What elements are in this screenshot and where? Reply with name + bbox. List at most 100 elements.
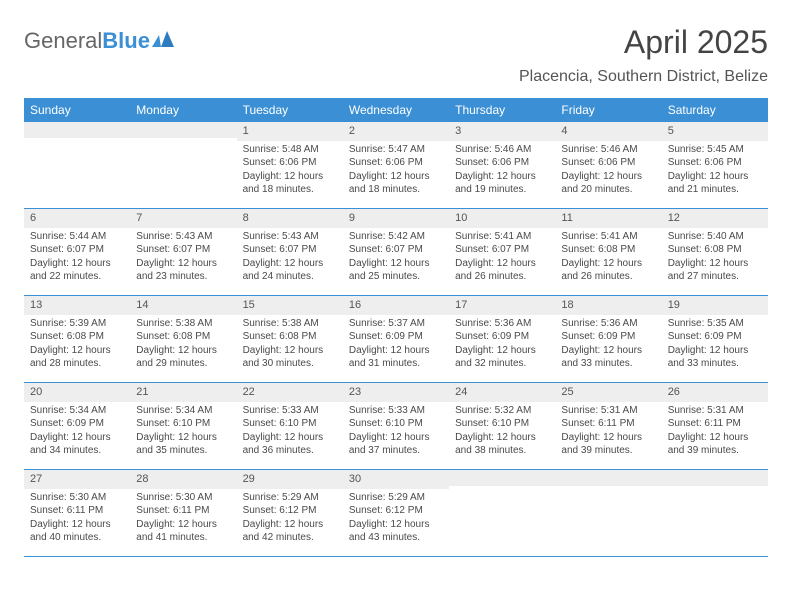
sunset-text: Sunset: 6:12 PM: [349, 504, 443, 518]
weekday-label: Tuesday: [237, 98, 343, 122]
sunset-text: Sunset: 6:08 PM: [136, 330, 230, 344]
daylight-text: Daylight: 12 hours and 24 minutes.: [243, 257, 337, 284]
sunrise-text: Sunrise: 5:35 AM: [668, 317, 762, 331]
day-number: 24: [449, 383, 555, 402]
daylight-text: Daylight: 12 hours and 37 minutes.: [349, 431, 443, 458]
day-body: Sunrise: 5:31 AMSunset: 6:11 PMDaylight:…: [555, 402, 661, 462]
sunrise-text: Sunrise: 5:37 AM: [349, 317, 443, 331]
sunset-text: Sunset: 6:06 PM: [349, 156, 443, 170]
day-body: Sunrise: 5:33 AMSunset: 6:10 PMDaylight:…: [237, 402, 343, 462]
sunset-text: Sunset: 6:07 PM: [136, 243, 230, 257]
day-number: [449, 470, 555, 486]
sunset-text: Sunset: 6:09 PM: [349, 330, 443, 344]
weekday-label: Thursday: [449, 98, 555, 122]
day-cell: [24, 122, 130, 208]
day-body: Sunrise: 5:44 AMSunset: 6:07 PMDaylight:…: [24, 228, 130, 288]
sunrise-text: Sunrise: 5:39 AM: [30, 317, 124, 331]
logo: GeneralBlue: [24, 28, 174, 54]
sunrise-text: Sunrise: 5:41 AM: [561, 230, 655, 244]
day-body: Sunrise: 5:34 AMSunset: 6:10 PMDaylight:…: [130, 402, 236, 462]
day-number: 14: [130, 296, 236, 315]
sunrise-text: Sunrise: 5:34 AM: [136, 404, 230, 418]
day-number: 18: [555, 296, 661, 315]
sunset-text: Sunset: 6:09 PM: [561, 330, 655, 344]
sunset-text: Sunset: 6:07 PM: [349, 243, 443, 257]
sunrise-text: Sunrise: 5:29 AM: [243, 491, 337, 505]
week-row: 20Sunrise: 5:34 AMSunset: 6:09 PMDayligh…: [24, 383, 768, 470]
sunrise-text: Sunrise: 5:34 AM: [30, 404, 124, 418]
day-number: 15: [237, 296, 343, 315]
day-body: Sunrise: 5:29 AMSunset: 6:12 PMDaylight:…: [343, 489, 449, 549]
day-cell: 7Sunrise: 5:43 AMSunset: 6:07 PMDaylight…: [130, 209, 236, 295]
day-body: [130, 138, 236, 198]
sunrise-text: Sunrise: 5:31 AM: [668, 404, 762, 418]
sunrise-text: Sunrise: 5:44 AM: [30, 230, 124, 244]
sunrise-text: Sunrise: 5:36 AM: [455, 317, 549, 331]
daylight-text: Daylight: 12 hours and 42 minutes.: [243, 518, 337, 545]
day-cell: 15Sunrise: 5:38 AMSunset: 6:08 PMDayligh…: [237, 296, 343, 382]
daylight-text: Daylight: 12 hours and 34 minutes.: [30, 431, 124, 458]
sunrise-text: Sunrise: 5:45 AM: [668, 143, 762, 157]
week-row: 13Sunrise: 5:39 AMSunset: 6:08 PMDayligh…: [24, 296, 768, 383]
day-body: Sunrise: 5:34 AMSunset: 6:09 PMDaylight:…: [24, 402, 130, 462]
sunset-text: Sunset: 6:06 PM: [243, 156, 337, 170]
day-body: Sunrise: 5:32 AMSunset: 6:10 PMDaylight:…: [449, 402, 555, 462]
weekday-label: Sunday: [24, 98, 130, 122]
day-number: 2: [343, 122, 449, 141]
day-body: Sunrise: 5:43 AMSunset: 6:07 PMDaylight:…: [237, 228, 343, 288]
day-cell: 3Sunrise: 5:46 AMSunset: 6:06 PMDaylight…: [449, 122, 555, 208]
day-cell: 5Sunrise: 5:45 AMSunset: 6:06 PMDaylight…: [662, 122, 768, 208]
day-body: Sunrise: 5:30 AMSunset: 6:11 PMDaylight:…: [24, 489, 130, 549]
day-number: 12: [662, 209, 768, 228]
daylight-text: Daylight: 12 hours and 19 minutes.: [455, 170, 549, 197]
sunrise-text: Sunrise: 5:43 AM: [136, 230, 230, 244]
day-body: Sunrise: 5:46 AMSunset: 6:06 PMDaylight:…: [449, 141, 555, 201]
day-cell: 10Sunrise: 5:41 AMSunset: 6:07 PMDayligh…: [449, 209, 555, 295]
day-number: 5: [662, 122, 768, 141]
day-cell: [662, 470, 768, 556]
day-body: Sunrise: 5:38 AMSunset: 6:08 PMDaylight:…: [130, 315, 236, 375]
sunset-text: Sunset: 6:11 PM: [30, 504, 124, 518]
day-body: Sunrise: 5:38 AMSunset: 6:08 PMDaylight:…: [237, 315, 343, 375]
sunrise-text: Sunrise: 5:42 AM: [349, 230, 443, 244]
day-cell: 26Sunrise: 5:31 AMSunset: 6:11 PMDayligh…: [662, 383, 768, 469]
day-number: 19: [662, 296, 768, 315]
sunset-text: Sunset: 6:10 PM: [243, 417, 337, 431]
page-title: April 2025: [624, 24, 768, 61]
day-number: 17: [449, 296, 555, 315]
day-number: 29: [237, 470, 343, 489]
daylight-text: Daylight: 12 hours and 33 minutes.: [668, 344, 762, 371]
day-body: Sunrise: 5:39 AMSunset: 6:08 PMDaylight:…: [24, 315, 130, 375]
daylight-text: Daylight: 12 hours and 25 minutes.: [349, 257, 443, 284]
sunset-text: Sunset: 6:06 PM: [668, 156, 762, 170]
sunrise-text: Sunrise: 5:48 AM: [243, 143, 337, 157]
sunset-text: Sunset: 6:08 PM: [243, 330, 337, 344]
day-cell: 1Sunrise: 5:48 AMSunset: 6:06 PMDaylight…: [237, 122, 343, 208]
daylight-text: Daylight: 12 hours and 40 minutes.: [30, 518, 124, 545]
day-number: [24, 122, 130, 138]
day-cell: 8Sunrise: 5:43 AMSunset: 6:07 PMDaylight…: [237, 209, 343, 295]
daylight-text: Daylight: 12 hours and 22 minutes.: [30, 257, 124, 284]
sunrise-text: Sunrise: 5:31 AM: [561, 404, 655, 418]
day-body: Sunrise: 5:36 AMSunset: 6:09 PMDaylight:…: [555, 315, 661, 375]
sunrise-text: Sunrise: 5:33 AM: [243, 404, 337, 418]
day-body: Sunrise: 5:33 AMSunset: 6:10 PMDaylight:…: [343, 402, 449, 462]
header: GeneralBlue April 2025 Placencia, Southe…: [24, 28, 768, 98]
daylight-text: Daylight: 12 hours and 33 minutes.: [561, 344, 655, 371]
daylight-text: Daylight: 12 hours and 39 minutes.: [668, 431, 762, 458]
sunset-text: Sunset: 6:06 PM: [561, 156, 655, 170]
day-cell: 25Sunrise: 5:31 AMSunset: 6:11 PMDayligh…: [555, 383, 661, 469]
day-number: 3: [449, 122, 555, 141]
sunset-text: Sunset: 6:12 PM: [243, 504, 337, 518]
sunrise-text: Sunrise: 5:46 AM: [455, 143, 549, 157]
day-number: 1: [237, 122, 343, 141]
day-cell: 17Sunrise: 5:36 AMSunset: 6:09 PMDayligh…: [449, 296, 555, 382]
day-cell: 2Sunrise: 5:47 AMSunset: 6:06 PMDaylight…: [343, 122, 449, 208]
day-number: 28: [130, 470, 236, 489]
daylight-text: Daylight: 12 hours and 18 minutes.: [349, 170, 443, 197]
daylight-text: Daylight: 12 hours and 27 minutes.: [668, 257, 762, 284]
logo-text-blue: Blue: [102, 28, 150, 54]
day-cell: 18Sunrise: 5:36 AMSunset: 6:09 PMDayligh…: [555, 296, 661, 382]
sunset-text: Sunset: 6:09 PM: [30, 417, 124, 431]
sunrise-text: Sunrise: 5:32 AM: [455, 404, 549, 418]
